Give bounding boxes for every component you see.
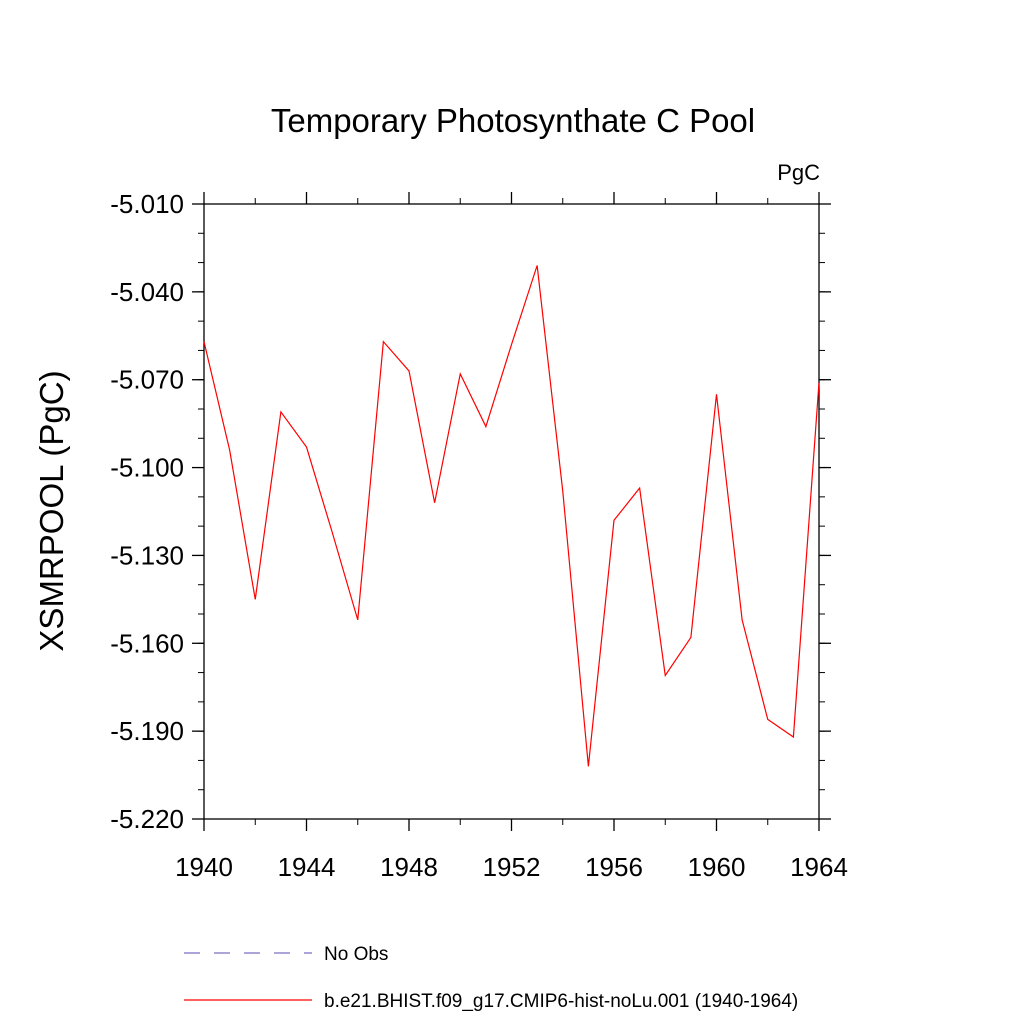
- legend-label-no-obs: No Obs: [324, 944, 388, 965]
- legend: No Obs b.e21.BHIST.f09_g17.CMIP6-hist-no…: [184, 944, 798, 1012]
- y-tick-label: -5.130: [110, 540, 184, 570]
- y-tick-label: -5.070: [110, 365, 184, 395]
- y-tick-label: -5.160: [110, 628, 184, 658]
- y-tick-label: -5.190: [110, 716, 184, 746]
- x-tick-label: 1944: [278, 852, 336, 882]
- series-line: [203, 265, 820, 767]
- plot-frame: [203, 203, 820, 820]
- y-tick-label: -5.040: [110, 277, 184, 307]
- x-tick-label: 1940: [175, 852, 233, 882]
- series-group: [203, 265, 820, 767]
- minor-ticks: [198, 198, 825, 825]
- x-tick-label: 1964: [790, 852, 848, 882]
- y-ticks: -5.010 -5.040 -5.070 -5.100 -5.130 -5.160 -5.1…: [110, 189, 831, 834]
- legend-label-model-run: b.e21.BHIST.f09_g17.CMIP6-hist-noLu.001 …: [324, 991, 798, 1012]
- x-tick-label: 1956: [585, 852, 643, 882]
- y-axis-label: XSMRPOOL (PgC): [33, 370, 70, 651]
- chart-title: Temporary Photosynthate C Pool: [271, 102, 755, 139]
- units-label: PgC: [777, 160, 820, 185]
- x-tick-label: 1960: [688, 852, 746, 882]
- y-tick-label: -5.220: [110, 804, 184, 834]
- x-ticks: 1940 1944 1948 1952 1956 1960 1964: [175, 192, 848, 882]
- y-tick-label: -5.010: [110, 189, 184, 219]
- y-tick-label: -5.100: [110, 453, 184, 483]
- x-tick-label: 1948: [380, 852, 438, 882]
- x-tick-label: 1952: [483, 852, 541, 882]
